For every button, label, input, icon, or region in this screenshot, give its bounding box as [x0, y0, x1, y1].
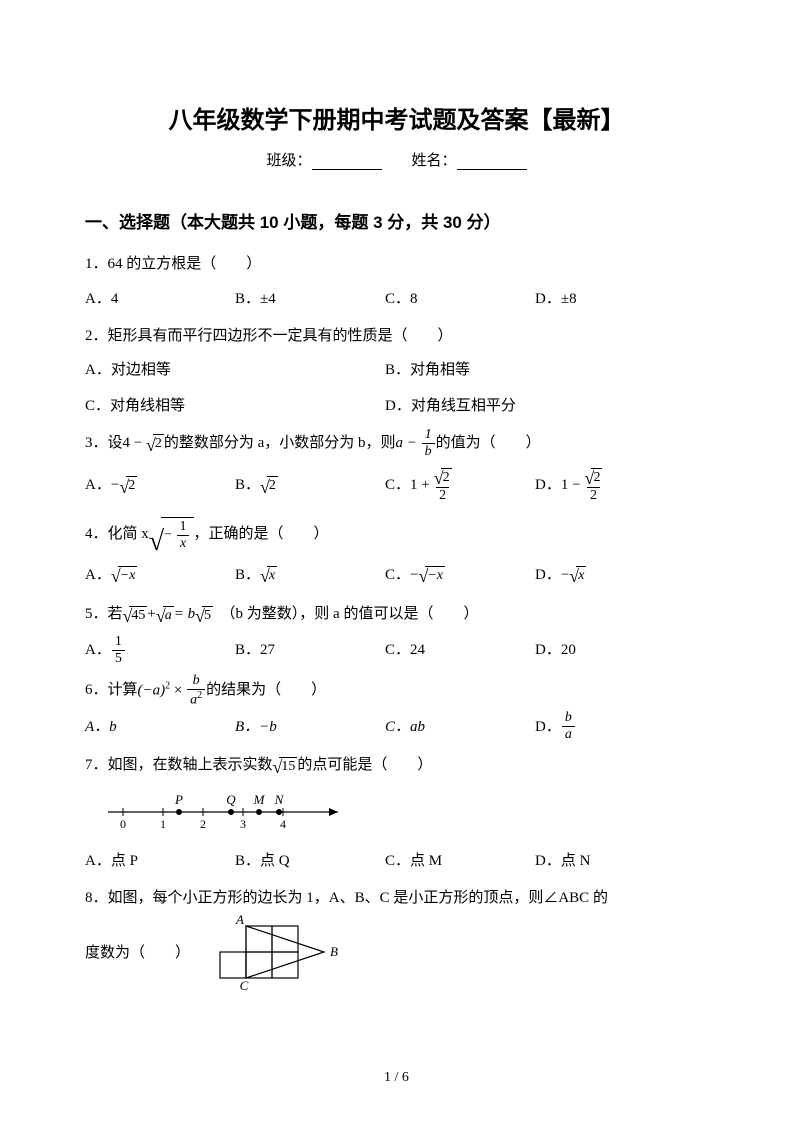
q3-opt-c[interactable]: C．1 + √22 [385, 468, 535, 504]
q1-opt-d[interactable]: D．±8 [535, 285, 685, 313]
svg-text:P: P [174, 792, 183, 807]
q4-options: A．√−x B．√x C．− √−x D．− √x [85, 561, 708, 589]
number-line-figure: 0 1 2 3 4 P Q MN [103, 790, 353, 832]
q4-opt-b[interactable]: B．√x [235, 561, 385, 589]
q3-p1: 3．设 [85, 428, 123, 460]
q3-p2: 的整数部分为 a，小数部分为 b，则 [164, 428, 396, 460]
svg-text:B: B [330, 944, 338, 959]
class-label: 班级： [266, 153, 311, 169]
q2-opt-a[interactable]: A．对边相等 [85, 356, 385, 384]
q6-opt-b[interactable]: B．−b [235, 711, 385, 742]
q6-opt-a[interactable]: A．b [85, 711, 235, 742]
svg-text:C: C [240, 978, 249, 993]
q2-opt-d[interactable]: D．对角线互相平分 [385, 392, 685, 420]
svg-text:A: A [235, 914, 244, 927]
q5-opt-c[interactable]: C．24 [385, 635, 535, 666]
page-title: 八年级数学下册期中考试题及答案【最新】 [85, 100, 708, 135]
svg-text:N: N [274, 792, 285, 807]
q4-sqrt: √− 1x [149, 517, 194, 553]
q6-p1: 6．计算 [85, 675, 138, 707]
svg-text:2: 2 [200, 817, 206, 831]
name-label: 姓名： [412, 153, 457, 169]
svg-text:0: 0 [120, 817, 126, 831]
q6-expr: (−a)2 × ba2 [138, 674, 207, 708]
class-blank[interactable] [312, 169, 382, 170]
q5-rad3: √5 [195, 606, 213, 625]
svg-text:Q: Q [226, 792, 236, 807]
q4-opt-c[interactable]: C．− √−x [385, 561, 535, 589]
q8-row: 度数为（ ） A B C [85, 914, 708, 994]
q7-p1: 7．如图，在数轴上表示实数 [85, 750, 273, 782]
grid-figure: A B C [202, 914, 342, 994]
q7-p2: 的点可能是（ ） [297, 750, 432, 782]
q6-opt-d[interactable]: D．ba [535, 711, 685, 742]
q2-options-r1: A．对边相等 B．对角相等 [85, 356, 708, 384]
q8-stem1: 8．如图，每个小正方形的边长为 1，A、B、C 是小正方形的顶点，则∠ABC 的 [85, 883, 708, 915]
q2-opt-c[interactable]: C．对角线相等 [85, 392, 385, 420]
q8-stem2: 度数为（ ） [85, 938, 190, 970]
q1-options: A．4 B．±4 C．8 D．±8 [85, 285, 708, 313]
q7-opt-a[interactable]: A．点 P [85, 847, 235, 875]
q5-opt-d[interactable]: D．20 [535, 635, 685, 666]
page-footer: 1 / 6 [0, 1070, 793, 1086]
svg-text:4: 4 [280, 817, 286, 831]
q2-opt-b[interactable]: B．对角相等 [385, 356, 685, 384]
q2-stem: 2．矩形具有而平行四边形不一定具有的性质是（ ） [85, 321, 708, 353]
q2-options-r2: C．对角线相等 D．对角线互相平分 [85, 392, 708, 420]
q3-opt-b[interactable]: B．√2 [235, 468, 385, 504]
section-1-heading: 一、选择题（本大题共 10 小题，每题 3 分，共 30 分） [85, 208, 708, 233]
q5-options: A．15 B．27 C．24 D．20 [85, 635, 708, 666]
svg-text:M: M [253, 792, 266, 807]
q4-stem: 4．化简 x √− 1x ，正确的是（ ） [85, 517, 708, 553]
q5-opt-a[interactable]: A．15 [85, 635, 235, 666]
q6-stem: 6．计算 (−a)2 × ba2 的结果为（ ） [85, 674, 708, 708]
q5-rad2: √a [156, 606, 174, 625]
q1-opt-a[interactable]: A．4 [85, 285, 235, 313]
q1-opt-b[interactable]: B．±4 [235, 285, 385, 313]
q4-p1: 4．化简 x [85, 519, 149, 551]
q3-stem: 3．设 4 − √2 的整数部分为 a，小数部分为 b，则 a − 1b 的值为… [85, 428, 708, 460]
q7-opt-d[interactable]: D．点 N [535, 847, 685, 875]
q3-expr1: 4 − √2 [123, 428, 164, 460]
q7-rad: √15 [273, 757, 298, 776]
q4-opt-d[interactable]: D．− √x [535, 561, 685, 589]
q3-options: A．−√2 B．√2 C．1 + √22 D．1 − √22 [85, 468, 708, 504]
q6-opt-c[interactable]: C．ab [385, 711, 535, 742]
q3-expr2: a − 1b [396, 428, 436, 460]
q6-p2: 的结果为（ ） [206, 675, 326, 707]
q5-stem: 5．若 √45 + √a = b √5 （b 为整数），则 a 的值可以是（ ） [85, 599, 708, 631]
q5-p3: （b 为整数），则 a 的值可以是（ ） [213, 599, 478, 631]
q6-options: A．b B．−b C．ab D．ba [85, 711, 708, 742]
q4-p2: ，正确的是（ ） [194, 519, 329, 551]
q1-stem: 1．64 的立方根是（ ） [85, 249, 708, 281]
svg-text:3: 3 [240, 817, 246, 831]
q4-opt-a[interactable]: A．√−x [85, 561, 235, 589]
q7-options: A．点 P B．点 Q C．点 M D．点 N [85, 847, 708, 875]
name-blank[interactable] [457, 169, 527, 170]
svg-text:1: 1 [160, 817, 166, 831]
q3-p3: 的值为（ ） [436, 428, 541, 460]
q1-opt-c[interactable]: C．8 [385, 285, 535, 313]
q5-opt-b[interactable]: B．27 [235, 635, 385, 666]
q3-opt-d[interactable]: D．1 − √22 [535, 468, 685, 504]
q7-opt-b[interactable]: B．点 Q [235, 847, 385, 875]
student-info: 班级： 姓名： [85, 149, 708, 170]
q7-stem: 7．如图，在数轴上表示实数 √15 的点可能是（ ） [85, 750, 708, 782]
q3-opt-a[interactable]: A．−√2 [85, 468, 235, 504]
q5-p1: 5．若 [85, 599, 123, 631]
q5-rad1: √45 [123, 606, 148, 625]
q7-opt-c[interactable]: C．点 M [385, 847, 535, 875]
